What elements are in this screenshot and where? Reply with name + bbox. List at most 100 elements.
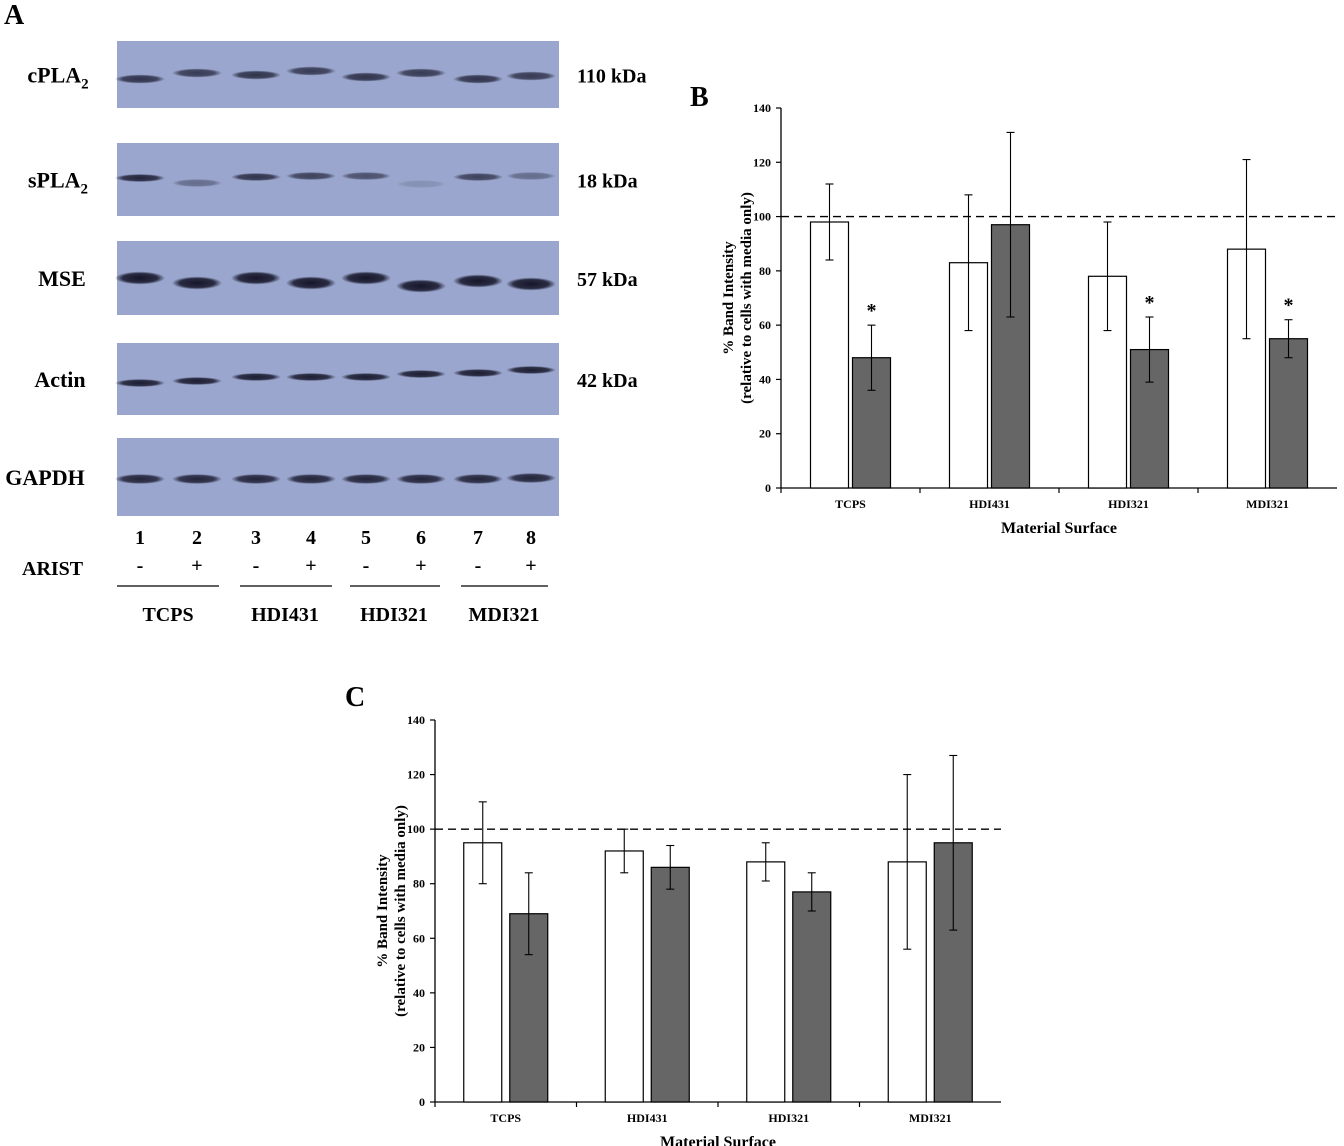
blot-band: [341, 474, 391, 484]
y-axis-title: % Band Intensity: [375, 854, 391, 968]
blot-band: [506, 71, 556, 81]
blot-band: [286, 373, 336, 381]
significance-marker: *: [1145, 292, 1155, 314]
blot-band: [396, 180, 446, 188]
y-tick-label: 40: [759, 372, 771, 386]
blot-band: [286, 474, 336, 484]
blot-row-label: cPLA2: [27, 63, 88, 93]
blot-band: [231, 474, 281, 484]
blot-band: [341, 172, 391, 180]
x-tick-label: HDI431: [627, 1111, 668, 1125]
bar: [792, 891, 832, 1103]
blot-row-label-text: sPLA: [28, 168, 81, 193]
x-tick-label: HDI431: [969, 497, 1010, 511]
y-tick-label: 100: [407, 822, 425, 836]
blot-band: [172, 179, 222, 187]
y-tick-label: 0: [419, 1095, 425, 1109]
blot-row-label: Actin: [34, 367, 85, 392]
lane-number: 4: [306, 527, 316, 549]
x-tick-label: TCPS: [835, 497, 866, 511]
y-tick-label: 60: [759, 318, 771, 332]
arist-label: ARIST: [22, 558, 84, 580]
arist-sign: +: [305, 555, 316, 577]
bar: [1268, 338, 1309, 489]
y-axis-title-line2: (relative to cells with media only): [739, 192, 755, 404]
significance-marker: *: [1284, 295, 1294, 317]
blot-band: [341, 373, 391, 381]
panel-letter: C: [345, 682, 365, 713]
y-tick-label: 60: [413, 931, 425, 945]
blot-band: [231, 373, 281, 381]
lane-number: 6: [416, 527, 426, 549]
group-label: MDI321: [468, 604, 539, 626]
bar: [463, 842, 503, 1103]
blot-band: [286, 276, 336, 290]
x-tick-label: TCPS: [490, 1111, 521, 1125]
blot-band: [453, 173, 503, 181]
y-axis-title: % Band Intensity: [721, 241, 737, 355]
blot-row-label: sPLA2: [28, 168, 88, 198]
blot-band: [231, 271, 281, 285]
y-tick-label: 40: [413, 986, 425, 1000]
bar: [809, 221, 850, 489]
y-axis-title-line2: (relative to cells with media only): [393, 805, 409, 1017]
blot-row-label-text: MSE: [38, 266, 86, 291]
panel-b-bar-chart: B 0 20 40 60 80 100 120 140 * TCPS HDI431 * HDI321 * MD…: [690, 82, 1337, 537]
arist-sign: -: [475, 555, 482, 577]
blot-row-label-text: GAPDH: [5, 465, 84, 490]
lane-number: 5: [361, 527, 371, 549]
y-tick-label: 140: [753, 101, 771, 115]
blot-band: [506, 172, 556, 180]
arist-sign: -: [363, 555, 370, 577]
blot-band: [396, 474, 446, 484]
blot-molecular-weight: 57 kDa: [577, 269, 638, 291]
blot-band: [172, 276, 222, 290]
arist-sign: +: [525, 555, 536, 577]
blot-row-label-subscript: 2: [81, 182, 89, 198]
y-tick-label: 140: [407, 713, 425, 727]
blot-row-label: GAPDH: [5, 465, 84, 490]
lane-number: 3: [251, 527, 261, 549]
lane-number: 1: [135, 527, 145, 549]
arist-sign: -: [253, 555, 260, 577]
blot-row-label-text: Actin: [34, 367, 85, 392]
y-tick-label: 80: [759, 264, 771, 278]
blot-row-label-text: cPLA: [27, 63, 81, 88]
significance-marker: *: [867, 300, 877, 322]
blot-band: [453, 474, 503, 484]
blot-band: [341, 72, 391, 82]
x-axis-title: Material Surface: [1001, 520, 1117, 537]
blot-band: [506, 277, 556, 291]
blot-band: [453, 74, 503, 84]
blot-band: [396, 370, 446, 378]
blot-row-label: MSE: [38, 266, 86, 291]
blot-band: [115, 174, 165, 182]
group-label: TCPS: [142, 604, 193, 626]
x-axis-title: Material Surface: [660, 1134, 776, 1146]
bar: [650, 866, 690, 1103]
blot-band: [396, 68, 446, 78]
blot-band: [172, 377, 222, 385]
blot-band: [286, 172, 336, 180]
lane-number: 7: [473, 527, 483, 549]
y-tick-label: 0: [765, 481, 771, 495]
blot-band: [506, 366, 556, 374]
y-tick-label: 80: [413, 877, 425, 891]
blot-band: [172, 68, 222, 78]
panel-letter: B: [690, 82, 709, 113]
blot-band: [231, 70, 281, 80]
x-tick-label: MDI321: [909, 1111, 952, 1125]
blot-band: [396, 279, 446, 293]
blot-band: [115, 474, 165, 484]
panel-a-letter: A: [4, 0, 25, 31]
bar: [887, 861, 927, 1103]
blot-band: [341, 271, 391, 285]
blot-band: [172, 474, 222, 484]
blot-band: [506, 473, 556, 483]
blot-row-label-subscript: 2: [81, 77, 89, 93]
y-tick-label: 120: [753, 155, 771, 169]
blot-band: [231, 173, 281, 181]
blot-band: [286, 66, 336, 76]
